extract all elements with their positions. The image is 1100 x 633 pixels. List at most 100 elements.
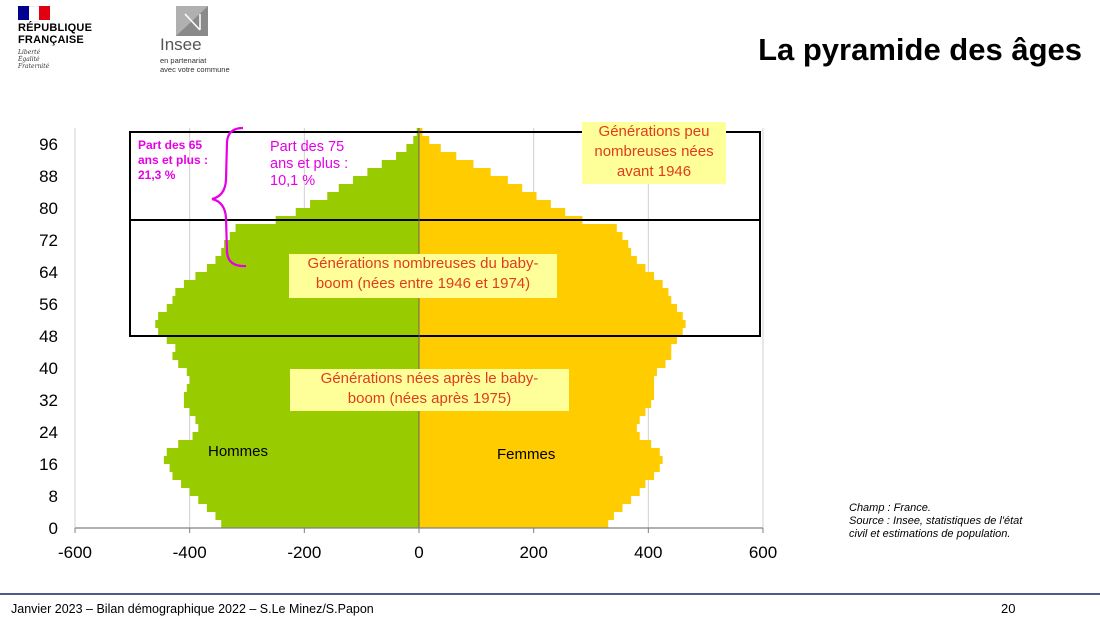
bar-men-age-44 bbox=[175, 344, 419, 352]
y-tick-label: 96 bbox=[39, 135, 58, 154]
bar-men-age-50 bbox=[155, 320, 419, 328]
republique-motto: Liberté Égalité Fraternité bbox=[18, 49, 50, 70]
bar-women-age-92 bbox=[419, 152, 457, 160]
x-tick-label: -200 bbox=[287, 543, 321, 562]
page-number: 20 bbox=[1001, 601, 1016, 616]
y-tick-label: 48 bbox=[39, 327, 58, 346]
x-tick-label: -400 bbox=[173, 543, 207, 562]
bar-women-age-6 bbox=[419, 496, 632, 504]
bar-men-age-26 bbox=[195, 416, 419, 424]
bar-women-age-90 bbox=[419, 160, 474, 168]
y-tick-label: 16 bbox=[39, 455, 58, 474]
bar-men-age-24 bbox=[198, 424, 419, 432]
bar-men-age-28 bbox=[189, 408, 419, 416]
bar-men-age-78 bbox=[295, 208, 419, 216]
bar-men-age-86 bbox=[353, 176, 419, 184]
series-label-men: Hommes bbox=[208, 443, 268, 460]
bar-women-age-84 bbox=[419, 184, 523, 192]
bar-women-age-46 bbox=[419, 336, 677, 344]
bar-women-age-0 bbox=[419, 520, 609, 528]
bar-men-age-14 bbox=[169, 464, 419, 472]
bar-women-age-86 bbox=[419, 176, 508, 184]
bar-women-age-68 bbox=[419, 248, 632, 256]
bar-women-age-74 bbox=[419, 224, 617, 232]
y-tick-label: 40 bbox=[39, 359, 58, 378]
highlight-box-1 bbox=[129, 219, 761, 337]
y-tick-label: 8 bbox=[49, 487, 58, 506]
french-flag-icon bbox=[18, 6, 51, 22]
bar-women-age-88 bbox=[419, 168, 491, 176]
bar-men-age-72 bbox=[229, 232, 419, 240]
annotation-baby-boom: Générations nombreuses du baby- boom (né… bbox=[289, 254, 557, 298]
x-tick-label: 0 bbox=[414, 543, 423, 562]
bar-women-age-54 bbox=[419, 304, 677, 312]
bar-men-age-22 bbox=[192, 432, 419, 440]
bar-men-age-96 bbox=[413, 136, 419, 144]
bar-men-age-12 bbox=[172, 472, 419, 480]
bar-men-age-54 bbox=[166, 304, 419, 312]
bar-women-age-2 bbox=[419, 512, 614, 520]
women-bars bbox=[419, 128, 686, 528]
annotation-apres-baby-boom: Générations nées après le baby- boom (né… bbox=[290, 369, 569, 411]
bar-men-age-68 bbox=[221, 248, 419, 256]
bar-women-age-50 bbox=[419, 320, 686, 328]
bar-women-age-48 bbox=[419, 328, 683, 336]
highlight-boxes bbox=[129, 131, 761, 337]
bar-men-age-46 bbox=[166, 336, 419, 344]
bar-women-age-78 bbox=[419, 208, 566, 216]
bar-men-age-18 bbox=[166, 448, 419, 456]
bar-men-age-0 bbox=[221, 520, 419, 528]
bar-men-age-70 bbox=[224, 240, 419, 248]
bar-women-age-52 bbox=[419, 312, 683, 320]
y-tick-label: 72 bbox=[39, 231, 58, 250]
insee-partnership-text: en partenariat avec votre commune bbox=[160, 56, 230, 74]
bar-men-age-6 bbox=[198, 496, 419, 504]
annotation-generations-peu-nombreuses: Générations peu nombreuses nées avant 19… bbox=[582, 122, 726, 184]
bar-women-age-80 bbox=[419, 200, 551, 208]
bar-women-age-4 bbox=[419, 504, 623, 512]
bar-women-age-42 bbox=[419, 352, 672, 360]
bar-women-age-56 bbox=[419, 296, 672, 304]
bar-women-age-14 bbox=[419, 464, 660, 472]
y-tick-label: 24 bbox=[39, 423, 58, 442]
bar-women-age-82 bbox=[419, 192, 537, 200]
bar-men-age-56 bbox=[172, 296, 419, 304]
annotation-75-plus: Part des 75 ans et plus : 10,1 % bbox=[270, 139, 349, 189]
bar-men-age-52 bbox=[158, 312, 419, 320]
bar-women-age-16 bbox=[419, 456, 663, 464]
republique-francaise-text: RÉPUBLIQUE FRANÇAISE bbox=[18, 22, 93, 46]
bar-women-age-18 bbox=[419, 448, 660, 456]
bar-women-age-40 bbox=[419, 360, 666, 368]
bar-men-age-42 bbox=[172, 352, 419, 360]
bar-women-age-70 bbox=[419, 240, 629, 248]
insee-wordmark: Insee bbox=[160, 35, 202, 54]
footer-rule bbox=[0, 593, 1100, 595]
x-tick-label: 400 bbox=[634, 543, 662, 562]
y-tick-label: 80 bbox=[39, 199, 58, 218]
bar-women-age-96 bbox=[419, 136, 430, 144]
bar-men-age-2 bbox=[215, 512, 419, 520]
insee-logo: Insee en partenariat avec votre commune bbox=[160, 6, 270, 80]
bar-women-age-24 bbox=[419, 424, 637, 432]
bar-women-age-44 bbox=[419, 344, 672, 352]
bar-women-age-26 bbox=[419, 416, 640, 424]
y-tick-label: 64 bbox=[39, 263, 58, 282]
bar-men-age-74 bbox=[235, 224, 419, 232]
bar-men-age-4 bbox=[206, 504, 419, 512]
bar-women-age-22 bbox=[419, 432, 640, 440]
bar-men-age-84 bbox=[338, 184, 419, 192]
bar-men-age-40 bbox=[178, 360, 419, 368]
bar-men-age-90 bbox=[381, 160, 419, 168]
x-tick-label: -600 bbox=[58, 543, 92, 562]
series-label-women: Femmes bbox=[497, 446, 555, 463]
bar-women-age-28 bbox=[419, 408, 646, 416]
bar-men-age-8 bbox=[189, 488, 419, 496]
bar-men-age-10 bbox=[181, 480, 419, 488]
y-tick-label: 56 bbox=[39, 295, 58, 314]
bar-women-age-8 bbox=[419, 488, 640, 496]
annotation-65-plus: Part des 65 ans et plus : 21,3 % bbox=[138, 138, 209, 182]
x-tick-label: 200 bbox=[519, 543, 547, 562]
axes: -600 -400 -200 0 200 400 600 0 8 16 24 32 40 48 56 64 72… bbox=[39, 128, 777, 562]
bar-women-age-20 bbox=[419, 440, 652, 448]
bar-women-age-72 bbox=[419, 232, 623, 240]
